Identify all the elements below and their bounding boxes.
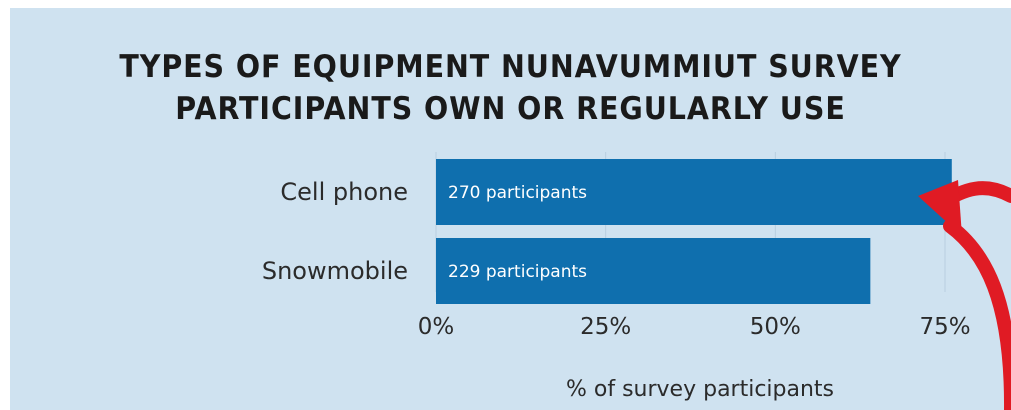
x-tick-label: 25%	[580, 314, 631, 340]
bar-snowmobile	[436, 238, 871, 304]
x-tick-label: 0%	[418, 314, 455, 340]
bar-value-label: 270 participants	[448, 183, 587, 203]
x-axis-label: % of survey participants	[566, 377, 834, 402]
category-label: Cell phone	[280, 178, 408, 206]
bar-value-label: 229 participants	[448, 262, 587, 282]
x-tick-labels: 0% 25% 50% 75%	[418, 314, 971, 340]
bars: 270 participants 229 participants	[436, 159, 952, 304]
chart-title-line-1: TYPES OF EQUIPMENT NUNAVUMMIUT SURVEY	[119, 49, 902, 85]
x-tick-label: 75%	[919, 314, 970, 340]
bar-cell-phone	[436, 159, 952, 225]
chart-title: TYPES OF EQUIPMENT NUNAVUMMIUT SURVEY PA…	[50, 46, 971, 130]
red-arrow-head	[918, 180, 962, 236]
category-label: Snowmobile	[262, 257, 408, 285]
x-tick-label: 50%	[750, 314, 801, 340]
chart-title-line-2: PARTICIPANTS OWN OR REGULARLY USE	[175, 91, 846, 127]
category-labels: Cell phone Snowmobile	[262, 178, 408, 285]
